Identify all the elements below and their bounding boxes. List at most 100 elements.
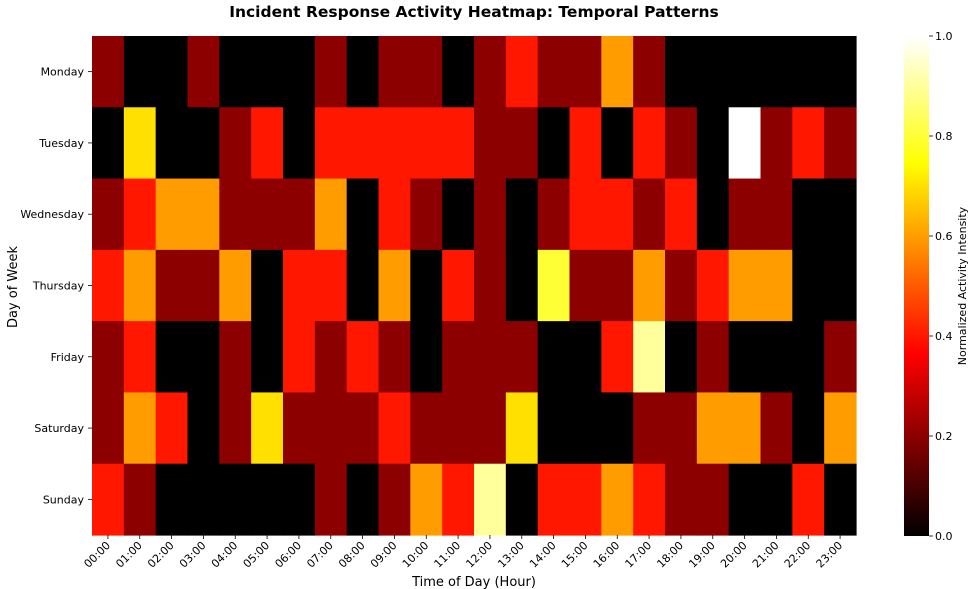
heatmap-cell bbox=[442, 392, 475, 465]
heatmap-cell bbox=[601, 36, 634, 108]
y-tick-label: Saturday bbox=[34, 422, 84, 435]
heatmap-cell bbox=[410, 178, 443, 251]
colorbar-ticks: 0.0 0.2 0.4 0.6 0.8 1.0 bbox=[929, 30, 953, 543]
heatmap-cell bbox=[187, 463, 220, 536]
heatmap-cell bbox=[283, 249, 316, 322]
heatmap-cell bbox=[665, 107, 698, 180]
heatmap-cell bbox=[251, 392, 284, 465]
heatmap-cell bbox=[155, 107, 189, 180]
y-tick-label: Friday bbox=[51, 351, 85, 364]
heatmap-cell bbox=[219, 36, 252, 108]
heatmap-cell bbox=[696, 36, 730, 108]
heatmap-cell bbox=[601, 463, 634, 536]
x-tick-label: 04:00 bbox=[209, 539, 241, 571]
heatmap-cell bbox=[474, 249, 507, 322]
heatmap-cell bbox=[410, 392, 443, 465]
x-axis-label: Time of Day (Hour) bbox=[411, 575, 536, 589]
x-tick-label: 07:00 bbox=[304, 539, 336, 571]
heatmap-cell bbox=[442, 107, 475, 180]
heatmap-cell bbox=[314, 249, 348, 322]
heatmap-cell bbox=[696, 463, 730, 536]
y-tick-labels: Monday Tuesday Wednesday Thursday Friday Satu… bbox=[20, 66, 92, 506]
heatmap-cell bbox=[251, 107, 284, 180]
x-tick-label: 09:00 bbox=[368, 539, 400, 571]
y-tick-label: Monday bbox=[41, 66, 85, 79]
heatmap-cell bbox=[633, 36, 666, 108]
heatmap-cell bbox=[760, 249, 793, 322]
heatmap-cell bbox=[283, 107, 316, 180]
heatmap-cells bbox=[92, 36, 857, 536]
x-tick-label: 20:00 bbox=[718, 539, 750, 571]
heatmap-cell bbox=[123, 392, 157, 465]
heatmap-cell bbox=[792, 178, 825, 251]
heatmap-cell bbox=[728, 249, 762, 322]
heatmap-cell bbox=[410, 321, 443, 394]
heatmap-cell bbox=[442, 463, 475, 536]
heatmap-cell bbox=[505, 249, 539, 322]
heatmap-cell bbox=[283, 463, 316, 536]
heatmap-cell bbox=[633, 321, 666, 394]
heatmap-cell bbox=[474, 178, 507, 251]
heatmap-cell bbox=[760, 107, 793, 180]
x-tick-label: 19:00 bbox=[686, 539, 718, 571]
heatmap-cell bbox=[314, 321, 348, 394]
heatmap-cell bbox=[792, 249, 825, 322]
heatmap-cell bbox=[537, 178, 571, 251]
heatmap-cell bbox=[760, 178, 793, 251]
heatmap-cell bbox=[824, 178, 857, 251]
heatmap-cell bbox=[792, 463, 825, 536]
x-tick-label: 06:00 bbox=[272, 539, 304, 571]
heatmap-cell bbox=[792, 321, 825, 394]
heatmap-cell bbox=[155, 36, 189, 108]
x-tick-label: 17:00 bbox=[623, 539, 655, 571]
heatmap-cell bbox=[760, 321, 793, 394]
heatmap-cell bbox=[569, 36, 602, 108]
colorbar-tick-label: 1.0 bbox=[935, 30, 953, 43]
x-tick-label: 18:00 bbox=[654, 539, 686, 571]
heatmap-cell bbox=[696, 107, 730, 180]
heatmap-cell bbox=[219, 178, 252, 251]
heatmap-cell bbox=[92, 321, 125, 394]
heatmap-cell bbox=[728, 36, 762, 108]
colorbar-tick-label: 0.4 bbox=[935, 330, 953, 343]
colorbar-tick-label: 0.0 bbox=[935, 530, 953, 543]
heatmap-cell bbox=[442, 321, 475, 394]
heatmap-cell bbox=[505, 178, 539, 251]
heatmap-cell bbox=[251, 463, 284, 536]
heatmap-cell bbox=[633, 178, 666, 251]
heatmap-cell bbox=[760, 463, 793, 536]
heatmap-cell bbox=[760, 36, 793, 108]
x-tick-label: 12:00 bbox=[463, 539, 495, 571]
heatmap-cell bbox=[633, 249, 666, 322]
heatmap-cell bbox=[505, 392, 539, 465]
heatmap-cell bbox=[219, 249, 252, 322]
x-tick-label: 13:00 bbox=[495, 539, 527, 571]
heatmap-cell bbox=[410, 36, 443, 108]
heatmap-cell bbox=[314, 107, 348, 180]
x-tick-label: 21:00 bbox=[750, 539, 782, 571]
colorbar bbox=[904, 36, 929, 536]
heatmap-cell bbox=[569, 249, 602, 322]
heatmap-cell bbox=[474, 321, 507, 394]
y-tick-label: Sunday bbox=[43, 493, 85, 506]
x-tick-label: 01:00 bbox=[113, 539, 145, 571]
heatmap-cell bbox=[251, 36, 284, 108]
heatmap-cell bbox=[123, 178, 157, 251]
heatmap-cell bbox=[728, 107, 762, 180]
heatmap-cell bbox=[824, 392, 857, 465]
heatmap-cell bbox=[346, 178, 380, 251]
heatmap-cell bbox=[824, 36, 857, 108]
heatmap-cell bbox=[474, 36, 507, 108]
heatmap-cell bbox=[187, 178, 220, 251]
heatmap-cell bbox=[187, 36, 220, 108]
x-tick-label: 02:00 bbox=[145, 539, 177, 571]
x-tick-label: 03:00 bbox=[177, 539, 209, 571]
heatmap-cell bbox=[92, 392, 125, 465]
heatmap-cell bbox=[474, 107, 507, 180]
colorbar-tick-label: 0.2 bbox=[935, 430, 953, 443]
heatmap-cell bbox=[442, 178, 475, 251]
heatmap-cell bbox=[665, 463, 698, 536]
heatmap-cell bbox=[824, 107, 857, 180]
x-tick-label: 05:00 bbox=[241, 539, 273, 571]
